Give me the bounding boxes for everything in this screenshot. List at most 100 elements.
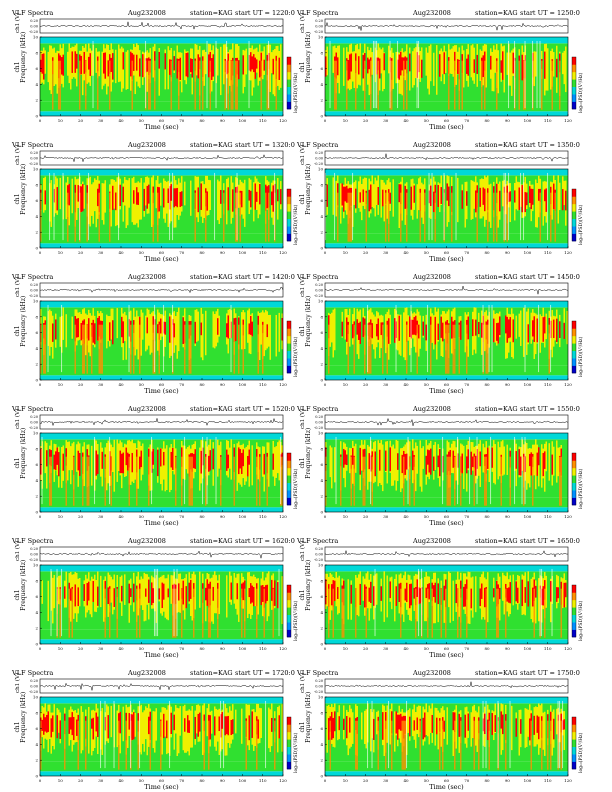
spectrogram-cell bbox=[178, 307, 180, 352]
spectrogram-cell bbox=[151, 582, 153, 606]
spectrogram-cell bbox=[487, 572, 489, 623]
waveform-tick-label: 0.20 bbox=[315, 283, 323, 287]
spectrogram-cell bbox=[493, 588, 495, 598]
spectrogram-cell bbox=[391, 720, 393, 770]
colorbar-segment bbox=[287, 350, 291, 359]
xtick-label: 90 bbox=[505, 646, 511, 651]
spectrogram-cell bbox=[545, 441, 547, 472]
spectrogram-cell bbox=[445, 51, 447, 74]
colorbar-segment bbox=[572, 482, 576, 491]
spectrogram-cell bbox=[512, 52, 514, 74]
spectrogram-cell bbox=[487, 719, 489, 741]
spectrogram-cell bbox=[215, 311, 217, 347]
spectrogram-cell bbox=[425, 587, 427, 599]
spectrogram-cell bbox=[446, 707, 448, 745]
spectrogram-cell bbox=[260, 60, 262, 110]
waveform-frame bbox=[324, 414, 569, 430]
spectrogram-cell bbox=[110, 308, 112, 340]
xtick-label: 110 bbox=[259, 514, 267, 519]
xtick-label: 110 bbox=[259, 250, 267, 255]
spectrogram-gap bbox=[169, 172, 171, 241]
spectrogram-cell bbox=[368, 324, 370, 374]
spectrogram-cell bbox=[535, 585, 537, 598]
spectrogram-cell bbox=[385, 720, 387, 770]
spectrogram-gap bbox=[406, 700, 408, 769]
spectrogram-gap bbox=[172, 304, 174, 373]
spectrogram-cell bbox=[260, 585, 262, 606]
spectrogram-cell bbox=[485, 588, 487, 638]
spectrogram-cell bbox=[538, 447, 540, 466]
waveform-tick-label: 0.00 bbox=[315, 157, 323, 161]
spectrogram-cell bbox=[167, 46, 169, 90]
spectrogram-cell bbox=[230, 439, 232, 480]
spectrogram-cell bbox=[479, 588, 481, 607]
colorbar-segment bbox=[287, 746, 291, 755]
panel-date: Aug232008 bbox=[412, 405, 451, 413]
colorbar-segment bbox=[287, 365, 291, 374]
spectrogram-cell bbox=[335, 60, 337, 110]
spectrogram-cell bbox=[197, 713, 199, 737]
xlabel: Time (sec) bbox=[144, 255, 179, 263]
spectrogram-cell bbox=[208, 588, 210, 638]
spectrogram-cell bbox=[49, 456, 51, 506]
spectrogram-cell bbox=[217, 179, 219, 221]
spectrogram-cell bbox=[475, 576, 477, 613]
waveform-tick-label: 0.20 bbox=[315, 151, 323, 155]
spectrogram-gap bbox=[508, 40, 510, 109]
colorbar-segment bbox=[572, 343, 576, 352]
panel-date: Aug232008 bbox=[127, 141, 166, 149]
spectrogram-cell bbox=[412, 51, 414, 88]
spectrogram-cell bbox=[442, 720, 444, 770]
spectrogram-cell bbox=[536, 318, 538, 343]
spectrogram-cell bbox=[173, 711, 175, 750]
spectrogram-cell bbox=[257, 578, 259, 615]
spectrogram-cell bbox=[536, 452, 538, 476]
colorbar-segment bbox=[572, 196, 576, 205]
spectrogram-cell bbox=[89, 313, 91, 357]
waveform-tick-label: 0.00 bbox=[315, 685, 323, 689]
spectrogram-cell bbox=[464, 584, 466, 607]
xtick-label: 70 bbox=[179, 514, 185, 519]
colorbar-segment bbox=[572, 731, 576, 740]
spectrogram-cell bbox=[70, 47, 72, 90]
spectrogram-cell bbox=[232, 189, 234, 212]
spectrogram-image bbox=[325, 169, 568, 248]
spectrogram-cell bbox=[406, 582, 408, 603]
spectrogram-cell bbox=[89, 176, 91, 227]
spectrogram-cell bbox=[245, 446, 247, 482]
spectrogram-cell bbox=[499, 190, 501, 212]
spectrogram-cell bbox=[101, 51, 103, 90]
colorbar-label: log₁₀(PSD)(V²/Hz) bbox=[577, 205, 584, 245]
spectrogram-cell bbox=[152, 46, 154, 78]
spectrogram-cell bbox=[170, 181, 172, 222]
spectrogram-cell bbox=[542, 712, 544, 750]
spectrogram-cell bbox=[251, 321, 253, 337]
spectrogram-cell bbox=[560, 456, 562, 506]
xtick-label: 20 bbox=[363, 514, 369, 519]
spectrogram-cell bbox=[52, 715, 54, 732]
xtick-label: 120 bbox=[564, 382, 572, 387]
spectrogram-cell bbox=[437, 323, 439, 341]
spectrogram-cell bbox=[233, 456, 235, 506]
xtick-label: 120 bbox=[564, 118, 572, 123]
spectrogram-cell bbox=[214, 313, 216, 349]
spectrogram-gap bbox=[61, 568, 63, 637]
spectrogram-cell bbox=[142, 712, 144, 744]
spectrogram-cell bbox=[145, 573, 147, 621]
spectrogram-gap bbox=[325, 172, 327, 241]
spectrogram-cell bbox=[403, 456, 405, 506]
spectrogram-cell bbox=[542, 452, 544, 477]
spectrogram-cell bbox=[247, 310, 249, 343]
waveform-tick-label: -0.20 bbox=[314, 426, 323, 430]
spectrogram-cell bbox=[178, 583, 180, 601]
xtick-label: 10 bbox=[343, 382, 349, 387]
xtick-label: 50 bbox=[139, 646, 145, 651]
xtick-label: 0 bbox=[39, 778, 42, 783]
xtick-label: 60 bbox=[159, 382, 165, 387]
spectrogram-cell bbox=[40, 192, 42, 242]
spectrogram-cell bbox=[334, 308, 336, 351]
spectrogram-gap bbox=[373, 40, 375, 109]
spectrogram-cell bbox=[247, 704, 249, 746]
spectrogram-gap bbox=[455, 172, 457, 241]
spec-ylabel: Frequency (kHz) bbox=[305, 32, 312, 83]
